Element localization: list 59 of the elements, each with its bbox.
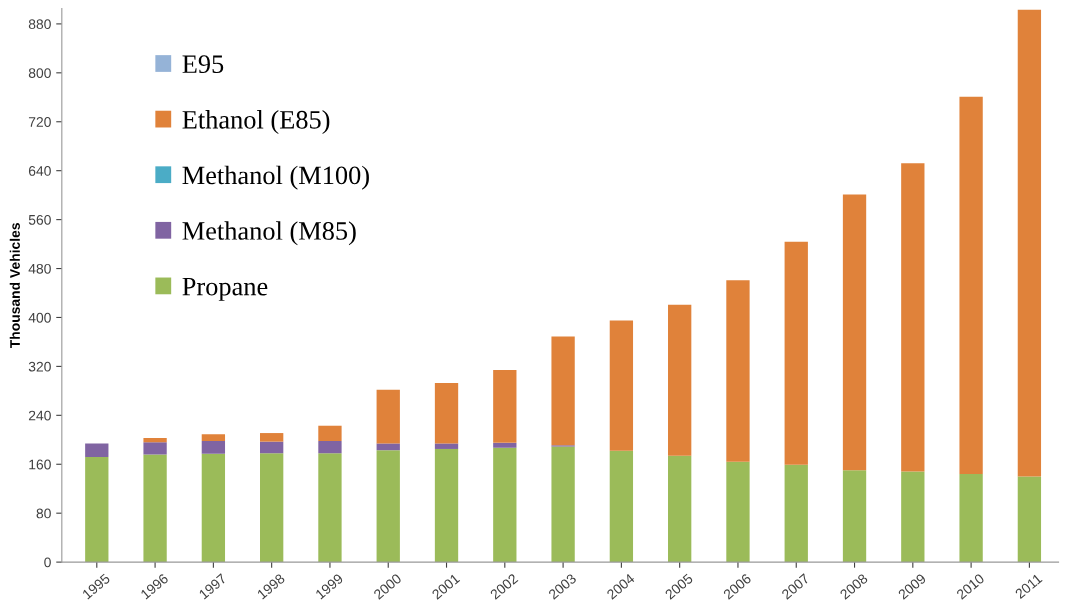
y-tick-label: 320 bbox=[28, 361, 51, 372]
bar bbox=[434, 443, 459, 449]
bar bbox=[901, 163, 925, 472]
y-tick-label: 480 bbox=[28, 263, 51, 274]
y-tick-label: 800 bbox=[28, 68, 51, 78]
y-tick-label: 400 bbox=[28, 312, 51, 323]
bar bbox=[318, 425, 342, 442]
y-tick-label: 640 bbox=[28, 166, 51, 176]
bar bbox=[959, 474, 983, 563]
y-tick-label: 880 bbox=[28, 19, 51, 30]
bar bbox=[143, 454, 167, 563]
bar bbox=[842, 194, 867, 471]
legend-label: E95 bbox=[182, 55, 224, 74]
bar bbox=[85, 443, 109, 457]
bar bbox=[434, 382, 459, 444]
bar bbox=[609, 320, 634, 451]
y-axis-title: Thousand Vehicles bbox=[9, 223, 20, 349]
bar bbox=[318, 453, 342, 563]
bar bbox=[668, 304, 692, 456]
bar bbox=[493, 370, 517, 443]
bar bbox=[85, 456, 109, 563]
bar bbox=[376, 443, 400, 451]
bar bbox=[1017, 9, 1042, 477]
bar bbox=[201, 441, 226, 454]
bar bbox=[143, 442, 167, 455]
legend-label: Propane bbox=[182, 277, 268, 301]
bar bbox=[260, 441, 284, 454]
bar bbox=[668, 455, 692, 563]
y-tick-label: 80 bbox=[36, 508, 51, 519]
bar bbox=[726, 461, 750, 563]
bar bbox=[434, 448, 459, 563]
bar bbox=[318, 441, 342, 454]
bar bbox=[493, 447, 517, 563]
bar bbox=[143, 437, 167, 443]
bar bbox=[609, 450, 634, 563]
y-tick-label: 160 bbox=[29, 459, 51, 470]
bar bbox=[784, 241, 808, 465]
bar bbox=[551, 446, 575, 563]
bar bbox=[376, 450, 400, 563]
y-tick-label: 720 bbox=[28, 117, 51, 127]
bar bbox=[1017, 476, 1042, 563]
bar bbox=[376, 389, 400, 444]
bar bbox=[551, 336, 575, 446]
legend-label: Ethanol (E85) bbox=[182, 110, 330, 135]
bar bbox=[260, 453, 284, 563]
y-tick-label: 0 bbox=[44, 557, 51, 568]
bar bbox=[201, 453, 226, 563]
y-tick-label: 240 bbox=[28, 410, 51, 421]
bar bbox=[260, 433, 284, 442]
bar bbox=[959, 96, 983, 475]
y-tick-label: 560 bbox=[28, 214, 51, 225]
bar bbox=[901, 471, 925, 563]
bar bbox=[784, 464, 808, 563]
legend-label: Methanol (M100) bbox=[182, 165, 369, 190]
bar bbox=[493, 442, 517, 448]
bar bbox=[726, 280, 750, 462]
bar bbox=[842, 470, 867, 563]
bar bbox=[201, 434, 226, 442]
legend-label: Methanol (M85) bbox=[182, 221, 356, 246]
